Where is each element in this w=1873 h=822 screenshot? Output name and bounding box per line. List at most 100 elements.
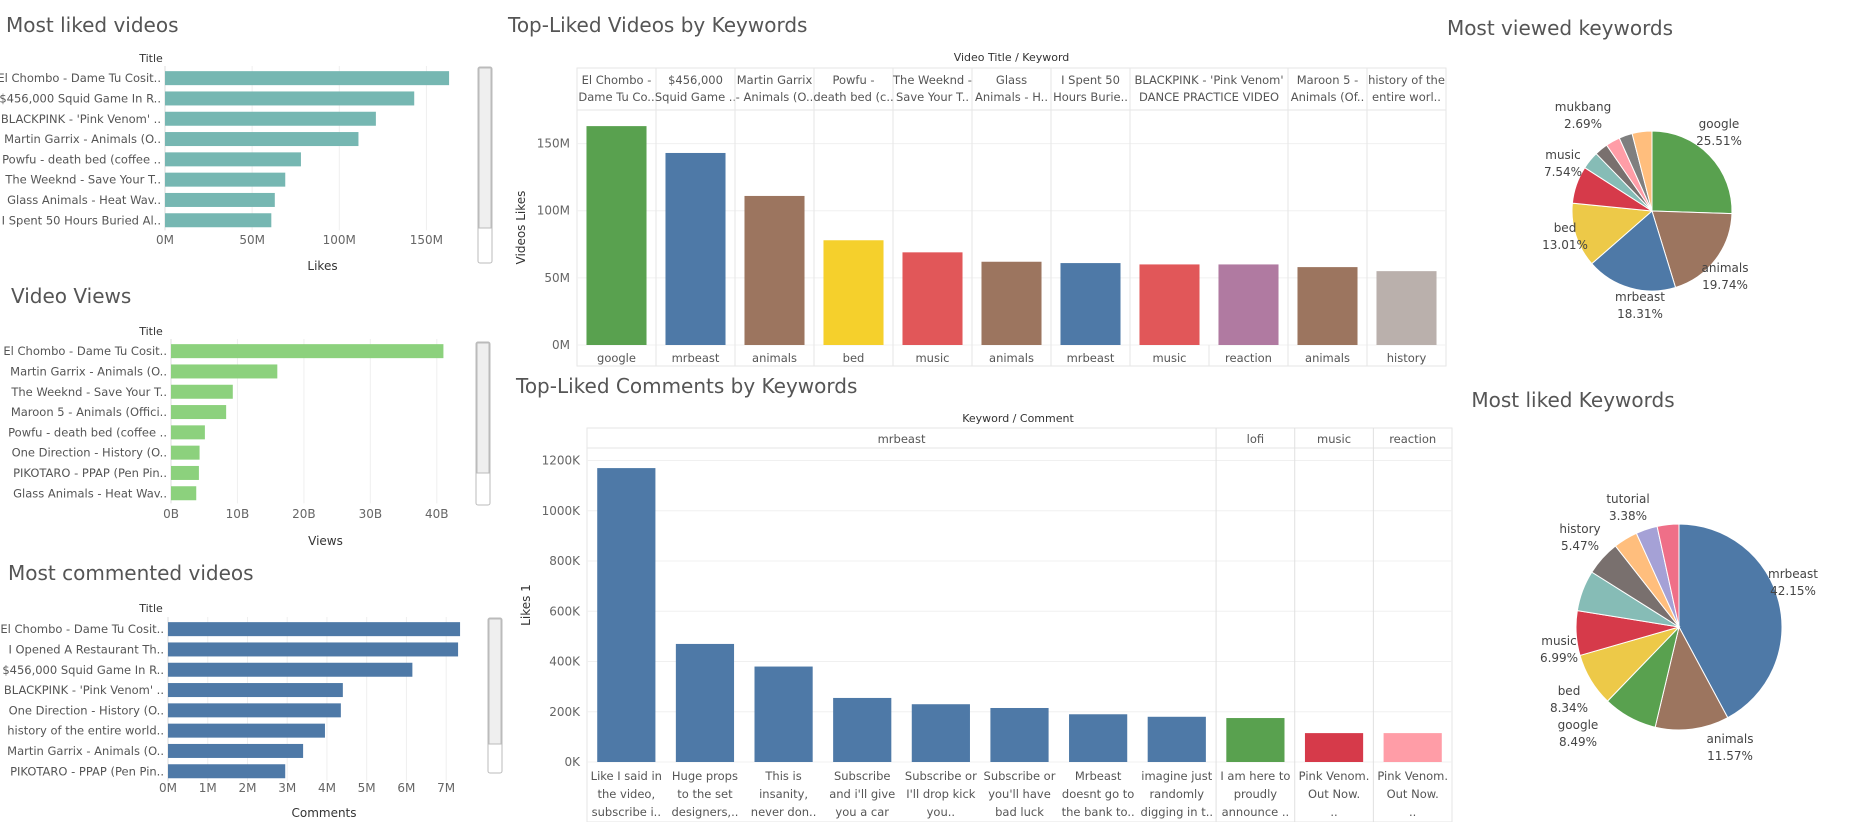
bar[interactable] <box>165 132 359 147</box>
bar[interactable] <box>1069 714 1128 762</box>
bar[interactable] <box>171 384 233 399</box>
bar[interactable] <box>744 195 805 345</box>
comment-label: you a car <box>835 805 889 819</box>
x-tick-label: 2M <box>238 781 256 795</box>
x-tick-label: 0M <box>159 781 177 795</box>
bar[interactable] <box>1297 267 1358 345</box>
keyword-label: animals <box>1305 351 1350 365</box>
bar[interactable] <box>754 666 813 762</box>
bar[interactable] <box>823 240 884 345</box>
x-tick-label: 40B <box>425 507 449 521</box>
bar[interactable] <box>171 405 227 420</box>
y-tick-label: 50M <box>544 271 570 285</box>
comment-label: Like I said in <box>591 769 662 783</box>
video-title-label: Animals (Of.. <box>1291 90 1365 104</box>
pie-slice[interactable] <box>1651 130 1733 215</box>
comment-label: subscribe i.. <box>592 805 661 819</box>
video-title-label: Powfu - <box>832 73 874 87</box>
pie-slice[interactable] <box>1571 202 1654 265</box>
bar[interactable] <box>165 71 450 86</box>
bar[interactable] <box>168 622 461 637</box>
x-axis-label: Likes <box>307 259 337 273</box>
comment-label: doesnt go to <box>1062 787 1134 801</box>
bar[interactable] <box>165 172 286 187</box>
comment-label: Subscribe or <box>984 769 1056 783</box>
x-tick-label: 0B <box>163 507 179 521</box>
bar[interactable] <box>1139 264 1200 345</box>
category-label: I Spent 50 Hours Buried Al.. <box>2 213 161 227</box>
y-tick-label: 100M <box>537 204 570 218</box>
bar[interactable] <box>911 704 970 762</box>
bar[interactable] <box>833 697 892 762</box>
chart-title: Top-Liked Videos by Keywords <box>507 13 807 37</box>
slice-label: mrbeast <box>1615 290 1665 304</box>
y-tick-label: 800K <box>549 554 581 568</box>
y-tick-label: 0M <box>552 338 570 352</box>
bar[interactable] <box>168 683 343 698</box>
bar[interactable] <box>168 703 341 718</box>
bar[interactable] <box>168 662 413 677</box>
pie-slice[interactable] <box>1631 130 1653 212</box>
bar[interactable] <box>168 642 459 657</box>
slice-label: 8.49% <box>1559 735 1597 749</box>
bar[interactable] <box>1383 733 1442 762</box>
x-axis-label: Comments <box>291 806 356 820</box>
bar[interactable] <box>1226 718 1285 762</box>
slice-label: mrbeast <box>1768 567 1818 581</box>
bar[interactable] <box>171 465 199 480</box>
y-tick-label: 1200K <box>542 454 582 468</box>
video-title-label: $456,000 <box>668 73 723 87</box>
bar[interactable] <box>168 764 286 779</box>
scrollbar-thumb[interactable] <box>488 618 502 745</box>
scrollbar-thumb[interactable] <box>476 342 490 474</box>
bar[interactable] <box>165 192 275 207</box>
pie-slice[interactable] <box>1656 523 1680 628</box>
bar[interactable] <box>1218 264 1279 345</box>
bar[interactable] <box>168 723 325 738</box>
bar[interactable] <box>171 486 197 501</box>
bar[interactable] <box>171 445 200 460</box>
bar[interactable] <box>1304 733 1364 762</box>
comment-label: the video, <box>598 787 656 801</box>
bar[interactable] <box>675 643 735 762</box>
slice-label: 11.57% <box>1707 749 1753 763</box>
x-tick-label: 6M <box>397 781 415 795</box>
bar[interactable] <box>1376 271 1437 345</box>
bar[interactable] <box>586 126 647 345</box>
bar[interactable] <box>168 743 304 758</box>
slice-label: 5.47% <box>1561 539 1599 553</box>
scrollbar-thumb[interactable] <box>478 67 492 229</box>
bar[interactable] <box>171 425 205 440</box>
bar[interactable] <box>165 152 301 167</box>
pie-slice[interactable] <box>1678 523 1783 719</box>
comment-label: Pink Venom. <box>1299 769 1370 783</box>
bar[interactable] <box>1147 716 1206 762</box>
bar[interactable] <box>597 468 656 762</box>
category-label: $456,000 Squid Game In R.. <box>0 91 161 105</box>
bar[interactable] <box>165 213 272 228</box>
category-label: Glass Animals - Heat Wav.. <box>7 193 161 207</box>
pie-slice[interactable] <box>1651 210 1733 289</box>
comment-label: designers,.. <box>671 805 738 819</box>
bar[interactable] <box>1060 263 1121 345</box>
bar[interactable] <box>902 252 963 345</box>
bar[interactable] <box>981 261 1042 345</box>
category-label: $456,000 Squid Game In R.. <box>2 663 164 677</box>
keyword-label: animals <box>752 351 797 365</box>
pie-slice[interactable] <box>1591 210 1677 292</box>
category-label: The Weeknd - Save Your T.. <box>10 385 167 399</box>
bar[interactable] <box>171 364 278 379</box>
video-title-label: Glass <box>996 73 1027 87</box>
bar[interactable] <box>165 91 415 106</box>
bar[interactable] <box>171 344 444 359</box>
bar[interactable] <box>165 111 376 126</box>
comment-label: I'll drop kick <box>906 787 976 801</box>
bar[interactable] <box>990 707 1049 762</box>
comment-label: never don.. <box>751 805 817 819</box>
slice-label: 18.31% <box>1617 307 1663 321</box>
category-label: I Opened A Restaurant Th.. <box>8 642 164 656</box>
category-label: BLACKPINK - 'Pink Venom' .. <box>1 112 161 126</box>
bar[interactable] <box>665 152 726 345</box>
panel-frame <box>576 67 1447 367</box>
x-tick-label: 4M <box>318 781 336 795</box>
